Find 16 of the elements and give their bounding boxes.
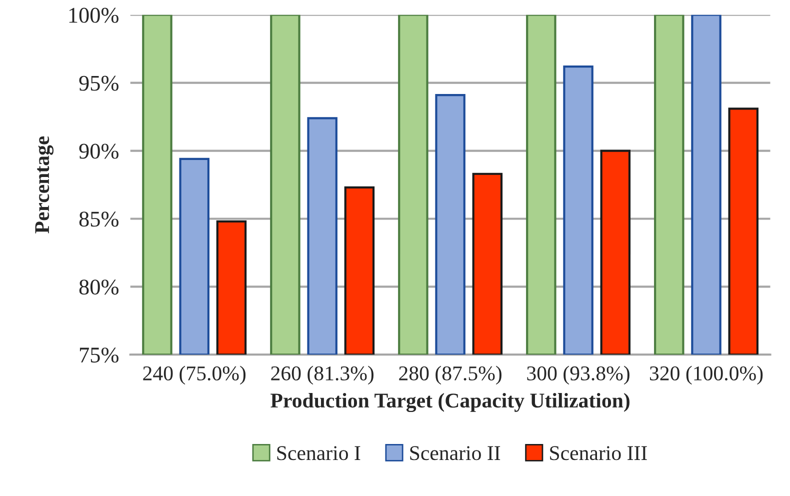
y-tick-label: 90% bbox=[79, 144, 118, 159]
x-tick-label: 320 (100.0%) bbox=[650, 366, 763, 385]
y-tick-label: 75% bbox=[80, 348, 118, 363]
x-tick-label: 280 (87.5%) bbox=[399, 366, 502, 385]
legend-label: Scenario II bbox=[410, 446, 500, 460]
y-tick-label: 95% bbox=[79, 76, 118, 91]
y-axis-title: Percentage bbox=[35, 136, 54, 234]
x-axis-title: Production Target (Capacity Utilization) bbox=[270, 392, 630, 412]
x-tick-label: 240 (75.0%) bbox=[143, 366, 246, 385]
legend-label: Scenario I bbox=[277, 446, 360, 460]
y-tick-label: 100% bbox=[69, 8, 118, 23]
legend-label: Scenario III bbox=[550, 446, 647, 460]
y-tick-label: 85% bbox=[79, 212, 118, 227]
x-tick-label: 260 (81.3%) bbox=[271, 366, 374, 385]
x-tick-label: 300 (93.8%) bbox=[527, 366, 630, 385]
y-tick-label: 80% bbox=[79, 280, 118, 295]
